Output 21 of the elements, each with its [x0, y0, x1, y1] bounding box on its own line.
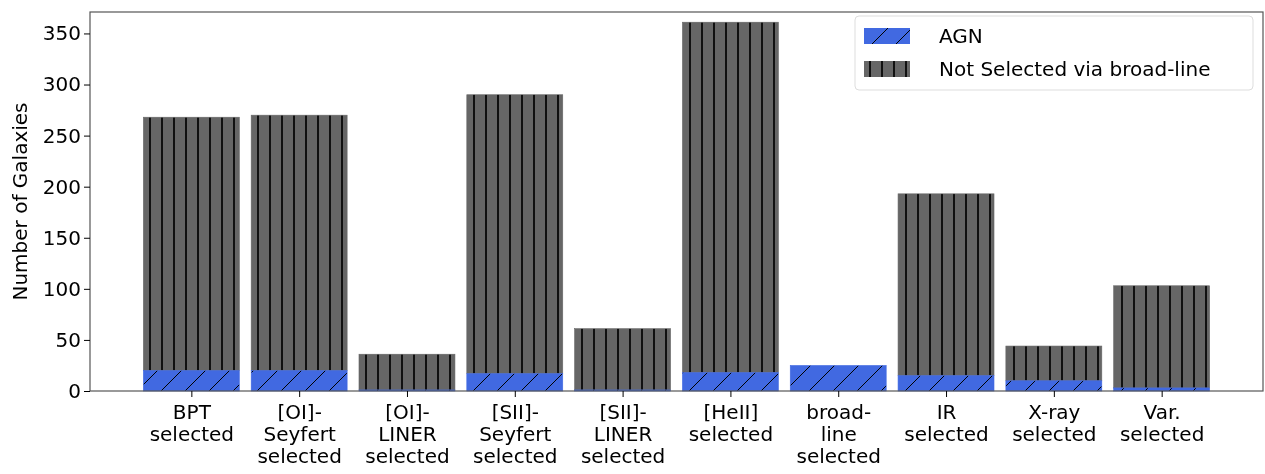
- x-tick-label: [SII]- LINER selected: [580, 400, 666, 468]
- x-tick-label: IR selected: [904, 400, 989, 446]
- y-tick-label: 300: [42, 72, 81, 97]
- x-tick-label: [OI]- Seyfert selected: [257, 400, 342, 468]
- y-tick-label: 150: [42, 225, 81, 250]
- y-tick-label: 250: [42, 123, 81, 148]
- y-tick-label: 200: [42, 174, 81, 199]
- y-tick-label: 0: [68, 378, 81, 403]
- x-tick-label: broad- line selected: [796, 400, 881, 468]
- x-tick-label: [HeII] selected: [688, 400, 774, 446]
- x-tick-label: Var. selected: [1119, 400, 1205, 446]
- y-tick-label: 100: [42, 276, 81, 301]
- x-tick-label: BPT selected: [149, 400, 235, 446]
- y-tick-label: 50: [55, 327, 81, 352]
- legend-label: Not Selected via broad-line: [939, 57, 1211, 81]
- legend-label: AGN: [939, 24, 983, 48]
- x-tick-label: X-ray selected: [1012, 400, 1097, 446]
- x-tick-label: [SII]- Seyfert selected: [473, 400, 558, 468]
- x-tick-label: [OI]- LINER selected: [365, 400, 450, 468]
- y-tick-label: 350: [42, 21, 81, 46]
- y-axis-title: Number of Galaxies: [8, 102, 32, 301]
